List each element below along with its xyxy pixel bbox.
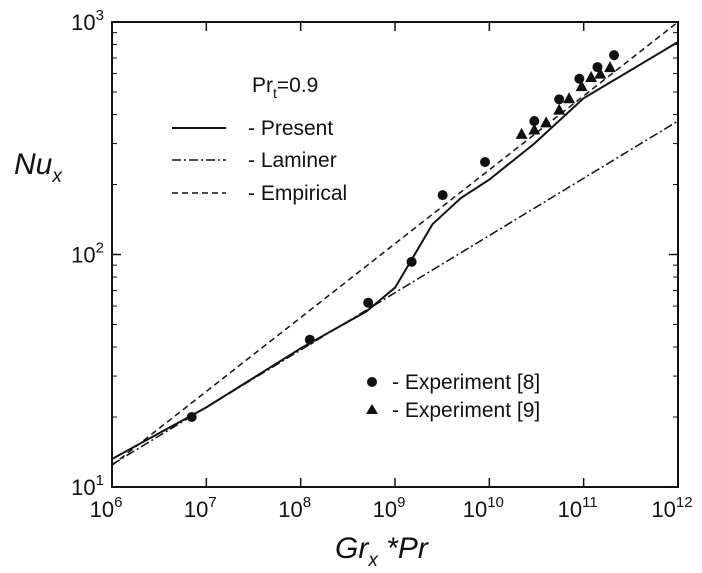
- series-lines: [112, 22, 678, 466]
- marker-circle: [574, 73, 585, 84]
- legend-label-experiment-8: - Experiment [8]: [392, 371, 540, 394]
- legend-label-laminer: - Laminer: [248, 149, 337, 172]
- y-axis-title: Nux: [14, 148, 63, 187]
- y-tick-label: 101: [71, 472, 104, 500]
- annotation-suffix: =0.9: [277, 74, 318, 97]
- y-tick-label: 103: [71, 7, 104, 35]
- marker-circle: [554, 94, 565, 105]
- y-axis-title-sub: x: [51, 166, 63, 187]
- marker-triangle: [553, 103, 566, 115]
- marker-triangle: [563, 92, 576, 104]
- x-axis-title: Grx *Pr: [335, 532, 429, 571]
- legend-label-experiment-9: - Experiment [9]: [392, 399, 540, 422]
- annotation-prt: Prt=0.9: [252, 74, 318, 101]
- annotation-sub: t: [273, 85, 277, 101]
- series-line-1: [112, 120, 678, 466]
- legend-markers: - Experiment [8] - Experiment [9]: [366, 371, 540, 422]
- marker-triangle: [604, 61, 616, 73]
- y-tick-labels: 101 102 103: [71, 7, 104, 500]
- legend-swatch-experiment-9: [366, 404, 378, 414]
- marker-circle: [529, 116, 540, 127]
- marker-circle: [609, 50, 620, 61]
- marker-triangle: [594, 67, 607, 79]
- marker-triangle: [585, 71, 598, 82]
- marker-circle: [437, 190, 448, 201]
- series-line-0: [112, 41, 678, 460]
- y-tick-label: 102: [71, 240, 104, 268]
- x-tick-label: 1010: [463, 494, 504, 522]
- x-tick-label: 109: [373, 494, 406, 522]
- marker-circle: [363, 297, 374, 308]
- x-tick-label: 107: [184, 494, 217, 522]
- series-markers: [186, 50, 620, 423]
- marker-circle: [480, 156, 491, 167]
- legend-swatch-experiment-8: [367, 377, 377, 387]
- marker-triangle: [528, 123, 541, 135]
- x-axis-title-suffix: *Pr: [378, 532, 429, 565]
- marker-triangle: [540, 116, 553, 128]
- x-tick-label: 106: [90, 494, 123, 522]
- marker-triangle: [515, 127, 528, 139]
- marker-circle: [406, 256, 417, 267]
- x-axis-title-sub: x: [367, 550, 379, 571]
- y-axis-title-main: Nu: [14, 148, 53, 181]
- x-tick-label: 1012: [651, 494, 692, 522]
- legend-label-empirical: - Empirical: [248, 182, 347, 205]
- x-tick-labels: 106 107 108 109 1010 1011 1012: [90, 494, 693, 522]
- tick-marks: [111, 21, 679, 488]
- legend-label-present: - Present: [248, 117, 333, 140]
- marker-circle: [304, 334, 315, 345]
- legend-lines: - Present - Laminer - Empirical: [172, 117, 347, 205]
- marker-circle: [186, 412, 197, 423]
- x-tick-label: 1011: [558, 494, 598, 522]
- annotation-main: Pr: [252, 74, 273, 97]
- marker-triangle: [575, 80, 588, 92]
- x-axis-title-main: Gr: [335, 532, 369, 565]
- x-tick-label: 108: [278, 494, 311, 522]
